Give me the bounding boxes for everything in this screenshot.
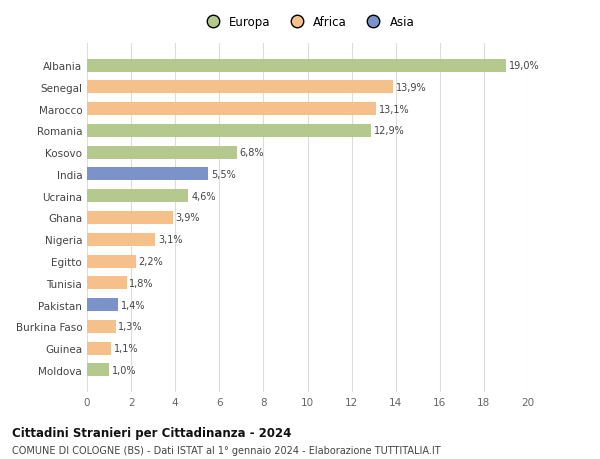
Bar	[87, 103, 376, 116]
Bar	[87, 146, 237, 159]
Text: 5,5%: 5,5%	[211, 169, 236, 179]
Text: 2,2%: 2,2%	[138, 257, 163, 267]
Text: 6,8%: 6,8%	[239, 148, 264, 158]
Bar	[87, 125, 371, 138]
Text: 13,1%: 13,1%	[379, 105, 409, 114]
Text: 1,4%: 1,4%	[121, 300, 145, 310]
Bar	[87, 190, 188, 203]
Legend: Europa, Africa, Asia: Europa, Africa, Asia	[196, 11, 419, 34]
Bar	[87, 298, 118, 311]
Text: COMUNE DI COLOGNE (BS) - Dati ISTAT al 1° gennaio 2024 - Elaborazione TUTTITALIA: COMUNE DI COLOGNE (BS) - Dati ISTAT al 1…	[12, 445, 440, 455]
Bar	[87, 233, 155, 246]
Bar	[87, 342, 111, 355]
Bar	[87, 81, 394, 94]
Text: 1,1%: 1,1%	[114, 343, 139, 353]
Text: 13,9%: 13,9%	[396, 83, 427, 93]
Bar	[87, 277, 127, 290]
Bar	[87, 60, 506, 73]
Text: Cittadini Stranieri per Cittadinanza - 2024: Cittadini Stranieri per Cittadinanza - 2…	[12, 426, 292, 439]
Bar	[87, 320, 116, 333]
Text: 4,6%: 4,6%	[191, 191, 215, 202]
Bar	[87, 255, 136, 268]
Text: 1,8%: 1,8%	[130, 278, 154, 288]
Bar	[87, 212, 173, 224]
Bar	[87, 168, 208, 181]
Text: 12,9%: 12,9%	[374, 126, 405, 136]
Text: 3,1%: 3,1%	[158, 235, 182, 245]
Text: 1,3%: 1,3%	[118, 322, 143, 331]
Bar	[87, 364, 109, 376]
Text: 3,9%: 3,9%	[176, 213, 200, 223]
Text: 19,0%: 19,0%	[509, 61, 539, 71]
Text: 1,0%: 1,0%	[112, 365, 136, 375]
